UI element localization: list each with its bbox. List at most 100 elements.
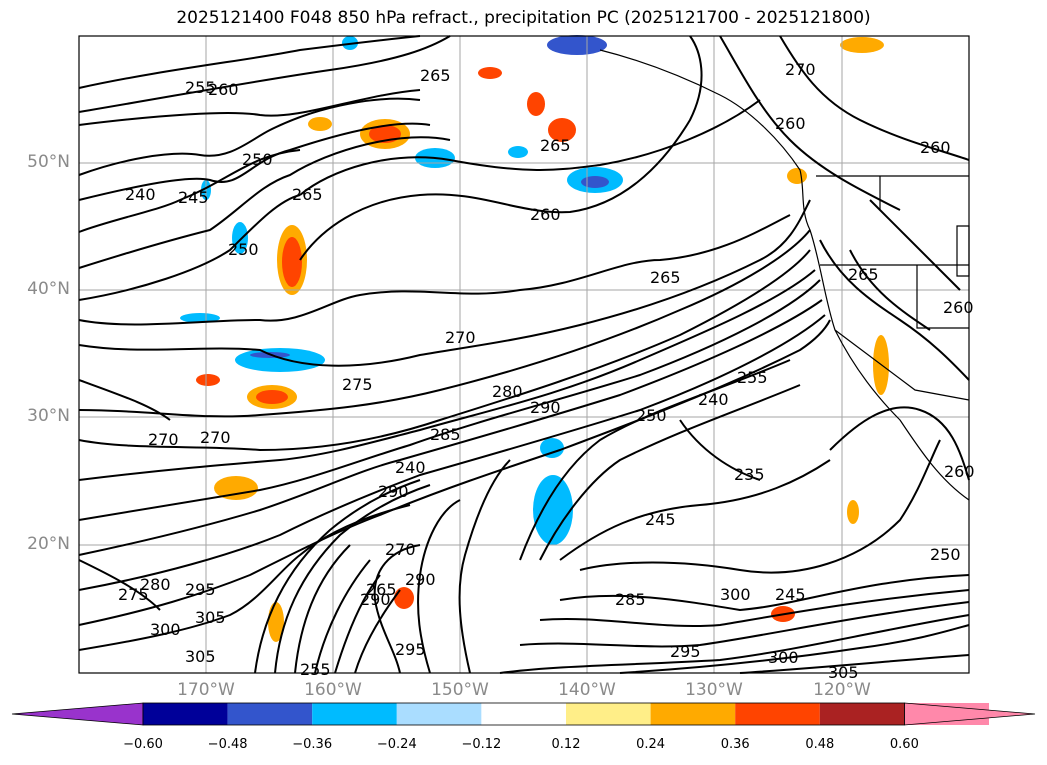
precip-patch-pos bbox=[527, 92, 545, 116]
map-title: 2025121400 F048 850 hPa refract., precip… bbox=[176, 8, 871, 28]
contour-label: 240 bbox=[395, 458, 426, 477]
contour-label: 235 bbox=[734, 465, 765, 484]
lat-label-30n: 30°N bbox=[27, 406, 70, 426]
contour-label: 255 bbox=[737, 368, 768, 387]
contour-label: 290 bbox=[378, 482, 409, 501]
colorbar-segment bbox=[735, 703, 820, 725]
precip-patch-pos bbox=[478, 67, 502, 79]
precip-patch-pos bbox=[840, 37, 884, 53]
colorbar-segment bbox=[227, 703, 313, 725]
precip-patch-pos bbox=[847, 500, 859, 524]
contour-label: 255 bbox=[185, 78, 216, 97]
colorbar-tick-label: −0.12 bbox=[461, 737, 502, 752]
contour-label: 295 bbox=[185, 580, 216, 599]
contour-label: 305 bbox=[185, 647, 216, 666]
contour-label: 260 bbox=[775, 114, 806, 133]
colorbar-tick-label: −0.60 bbox=[123, 737, 163, 752]
contour-label: 265 bbox=[848, 265, 879, 284]
colorbar-tick-label: 0.36 bbox=[720, 737, 750, 752]
contour-label: 270 bbox=[385, 540, 416, 559]
contour-label: 265 bbox=[420, 66, 451, 85]
precip-patch-pos bbox=[282, 237, 302, 287]
lon-label-160w: 160°W bbox=[304, 680, 362, 700]
contour-label: 300 bbox=[720, 585, 751, 604]
contour-label: 250 bbox=[636, 406, 667, 425]
lon-label-150w: 150°W bbox=[431, 680, 489, 700]
colorbar-segment bbox=[819, 703, 905, 725]
coastlines bbox=[599, 49, 970, 501]
precip-patch-neg bbox=[180, 313, 220, 323]
colorbar-segment bbox=[312, 703, 397, 725]
contour-label: 240 bbox=[125, 185, 156, 204]
precip-patch-neg bbox=[533, 475, 573, 545]
precip-patch-neg bbox=[232, 222, 248, 254]
contour-label: 305 bbox=[828, 663, 859, 682]
contour-label: 275 bbox=[342, 375, 373, 394]
contour-label: 295 bbox=[670, 642, 701, 661]
contour-label: 265 bbox=[366, 580, 397, 599]
precip-patch-pos bbox=[394, 587, 414, 609]
precip-patch-neg bbox=[581, 176, 609, 188]
contour-label: 250 bbox=[930, 545, 961, 564]
contour-label: 275 bbox=[118, 585, 149, 604]
contour-label: 285 bbox=[615, 590, 646, 609]
colorbar-segment bbox=[143, 703, 228, 725]
colorbar bbox=[11, 702, 1036, 726]
colorbar-tick-label: −0.36 bbox=[292, 737, 333, 752]
colorbar-segment bbox=[481, 703, 566, 725]
contour-label: 260 bbox=[944, 462, 975, 481]
colorbar-segment bbox=[566, 703, 651, 725]
contour-label: 290 bbox=[405, 570, 436, 589]
precip-patch-pos bbox=[256, 390, 288, 404]
colorbar-arrow-low bbox=[11, 702, 144, 726]
colorbar-tick-label: −0.48 bbox=[207, 737, 248, 752]
precip-patch-pos bbox=[548, 118, 576, 142]
colorbar-tick-label: 0.60 bbox=[889, 737, 919, 752]
contour-label: 265 bbox=[540, 136, 571, 155]
lon-label-120w: 120°W bbox=[813, 680, 871, 700]
contour-label: 260 bbox=[920, 138, 951, 157]
colorbar-tick-label: −0.24 bbox=[376, 737, 417, 752]
lon-label-130w: 130°W bbox=[685, 680, 743, 700]
contour-label: 285 bbox=[430, 425, 461, 444]
contour-label: 250 bbox=[242, 150, 273, 169]
contour-label: 290 bbox=[530, 398, 561, 417]
refractivity-contours bbox=[78, 35, 970, 674]
contour-label: 270 bbox=[785, 60, 816, 79]
colorbar-segment bbox=[650, 703, 736, 725]
map-background bbox=[79, 36, 969, 673]
contour-label: 280 bbox=[140, 575, 171, 594]
map-frame bbox=[78, 35, 970, 674]
contour-label: 260 bbox=[208, 80, 239, 99]
contour-label: 260 bbox=[530, 205, 561, 224]
lat-label-40n: 40°N bbox=[27, 279, 70, 299]
contour-label: 260 bbox=[943, 298, 974, 317]
colorbar-tick-label: 0.12 bbox=[551, 737, 581, 752]
lon-label-140w: 140°W bbox=[558, 680, 616, 700]
contour-label: 270 bbox=[148, 430, 179, 449]
lat-label-20n: 20°N bbox=[27, 534, 70, 554]
precip-patch-neg bbox=[540, 438, 564, 458]
lat-label-50n: 50°N bbox=[27, 152, 70, 172]
precip-patch-pos bbox=[214, 476, 258, 500]
precip-patch-pos bbox=[308, 117, 332, 131]
precip-patch-pos bbox=[787, 168, 807, 184]
contour-label: 305 bbox=[195, 608, 226, 627]
contour-label: 245 bbox=[645, 510, 676, 529]
contour-label: 265 bbox=[650, 268, 681, 287]
contour-label: 245 bbox=[178, 188, 209, 207]
graticule bbox=[79, 36, 969, 673]
precip-patch-neg bbox=[547, 35, 607, 55]
contour-label: 290 bbox=[360, 590, 391, 609]
colorbar-tick-label: 0.24 bbox=[636, 737, 666, 752]
lon-label-170w: 170°W bbox=[177, 680, 235, 700]
contour-label: 270 bbox=[200, 428, 231, 447]
colorbar-tick-label: 0.48 bbox=[805, 737, 835, 752]
contour-label: 295 bbox=[395, 640, 426, 659]
contour-label: 265 bbox=[292, 185, 323, 204]
colorbar-frame bbox=[142, 702, 905, 726]
contour-label: 255 bbox=[300, 660, 331, 679]
precip-patch-neg bbox=[508, 146, 528, 158]
contour-label: 300 bbox=[768, 648, 799, 667]
